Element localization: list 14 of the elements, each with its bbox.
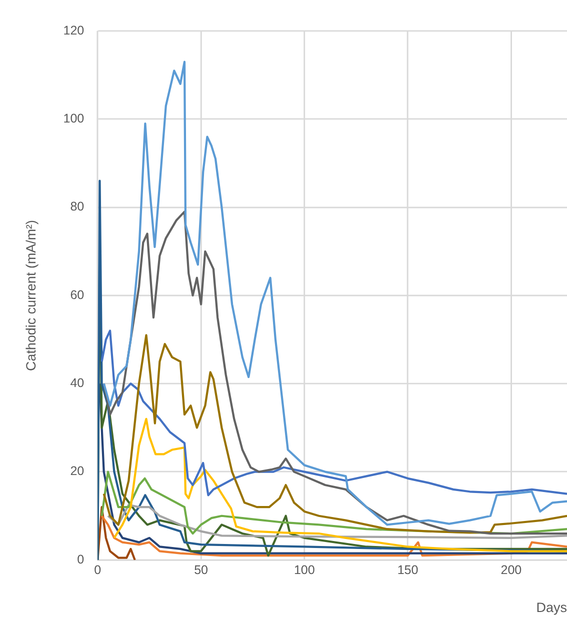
x-tick-label: 0 — [94, 562, 102, 577]
x-axis-title: Days — [536, 600, 567, 615]
y-tick-label: 20 — [70, 464, 84, 478]
y-tick-label: 0 — [77, 552, 84, 566]
y-tick-label: 40 — [70, 376, 84, 390]
y-axis-title: Cathodic current (mA/m²) — [24, 220, 39, 371]
x-tick-label: 200 — [500, 562, 522, 577]
y-tick-label: 120 — [63, 23, 84, 38]
x-tick-label: 150 — [397, 562, 418, 577]
y-tick-label: 100 — [63, 112, 84, 126]
x-tick-label: 100 — [294, 562, 315, 577]
x-tick-label: 50 — [194, 562, 208, 577]
y-tick-label: 60 — [70, 288, 84, 302]
y-tick-label: 80 — [70, 200, 84, 214]
